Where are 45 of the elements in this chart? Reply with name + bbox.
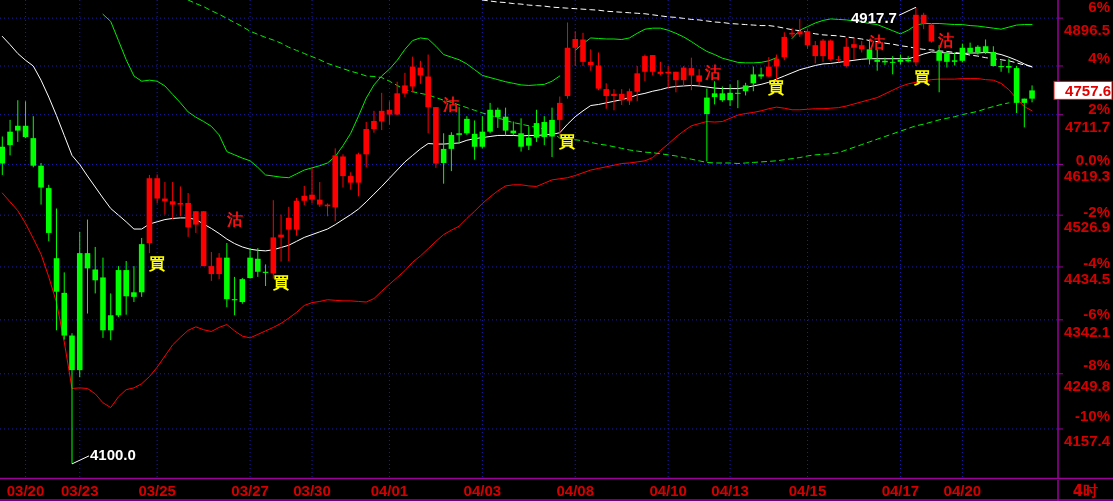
y2-tick-label: -8% — [1083, 355, 1110, 373]
annotation: 沽 — [227, 210, 243, 229]
x-tick-label: 04/13 — [711, 482, 749, 499]
y2-tick-label: -2% — [1083, 202, 1110, 220]
annotation: 買 — [273, 273, 289, 292]
y-tick-label: 4711.7 — [1064, 117, 1110, 135]
y-tick-label: 4434.5 — [1064, 269, 1110, 287]
y-tick-label: 4342.1 — [1064, 322, 1110, 340]
y-tick-label: 4249.8 — [1064, 376, 1110, 394]
annotation: 沽 — [443, 95, 459, 114]
x-tick-label: 04/17 — [881, 482, 920, 499]
x-tick-label: 04/15 — [788, 482, 827, 499]
y-tick-label: 4896.5 — [1064, 21, 1110, 39]
y-tick-label: 4526.9 — [1064, 218, 1110, 236]
x-tick-label: 04/01 — [370, 482, 409, 499]
y2-tick-label: 4% — [1088, 49, 1110, 67]
annotation: 4917.7 — [851, 6, 917, 27]
annotation: 買 — [149, 254, 165, 273]
x-tick-label: 04/03 — [463, 482, 502, 499]
annotation: 沽 — [705, 63, 721, 82]
y2-tick-label: 2% — [1088, 100, 1110, 118]
x-tick-label: 04/10 — [649, 482, 687, 499]
annotation: 4100.0 — [90, 445, 136, 463]
x-axis-title: 4时 — [1072, 482, 1099, 500]
annotation: 4100.0 — [71, 445, 136, 465]
annotation: 買 — [768, 78, 784, 97]
x-tick-label: 04/20 — [943, 482, 982, 499]
annotation: 沽 — [938, 31, 954, 50]
annotation: 沽 — [869, 33, 885, 52]
x-tick-label: 04/08 — [556, 482, 595, 499]
y2-tick-label: -4% — [1083, 253, 1110, 271]
x-tick-label: 03/25 — [138, 482, 176, 499]
y2-tick-label: -6% — [1083, 304, 1110, 322]
annotation: 4757.6 — [1053, 80, 1113, 100]
y2-tick-label: 0.0% — [1075, 151, 1110, 169]
x-tick-label: 03/20 — [6, 482, 45, 499]
y-tick-label: 4157.4 — [1064, 431, 1111, 449]
x-tick-label: 03/27 — [231, 482, 269, 499]
x-tick-label: 03/30 — [293, 482, 331, 499]
annotation: 買 — [559, 132, 575, 151]
x-tick-label: 03/23 — [60, 482, 99, 499]
annotation: 4917.7 — [851, 9, 897, 27]
y-tick-label: 4619.3 — [1064, 167, 1110, 185]
y2-tick-label: 6% — [1088, 0, 1110, 15]
y2-tick-label: -10% — [1074, 407, 1110, 425]
